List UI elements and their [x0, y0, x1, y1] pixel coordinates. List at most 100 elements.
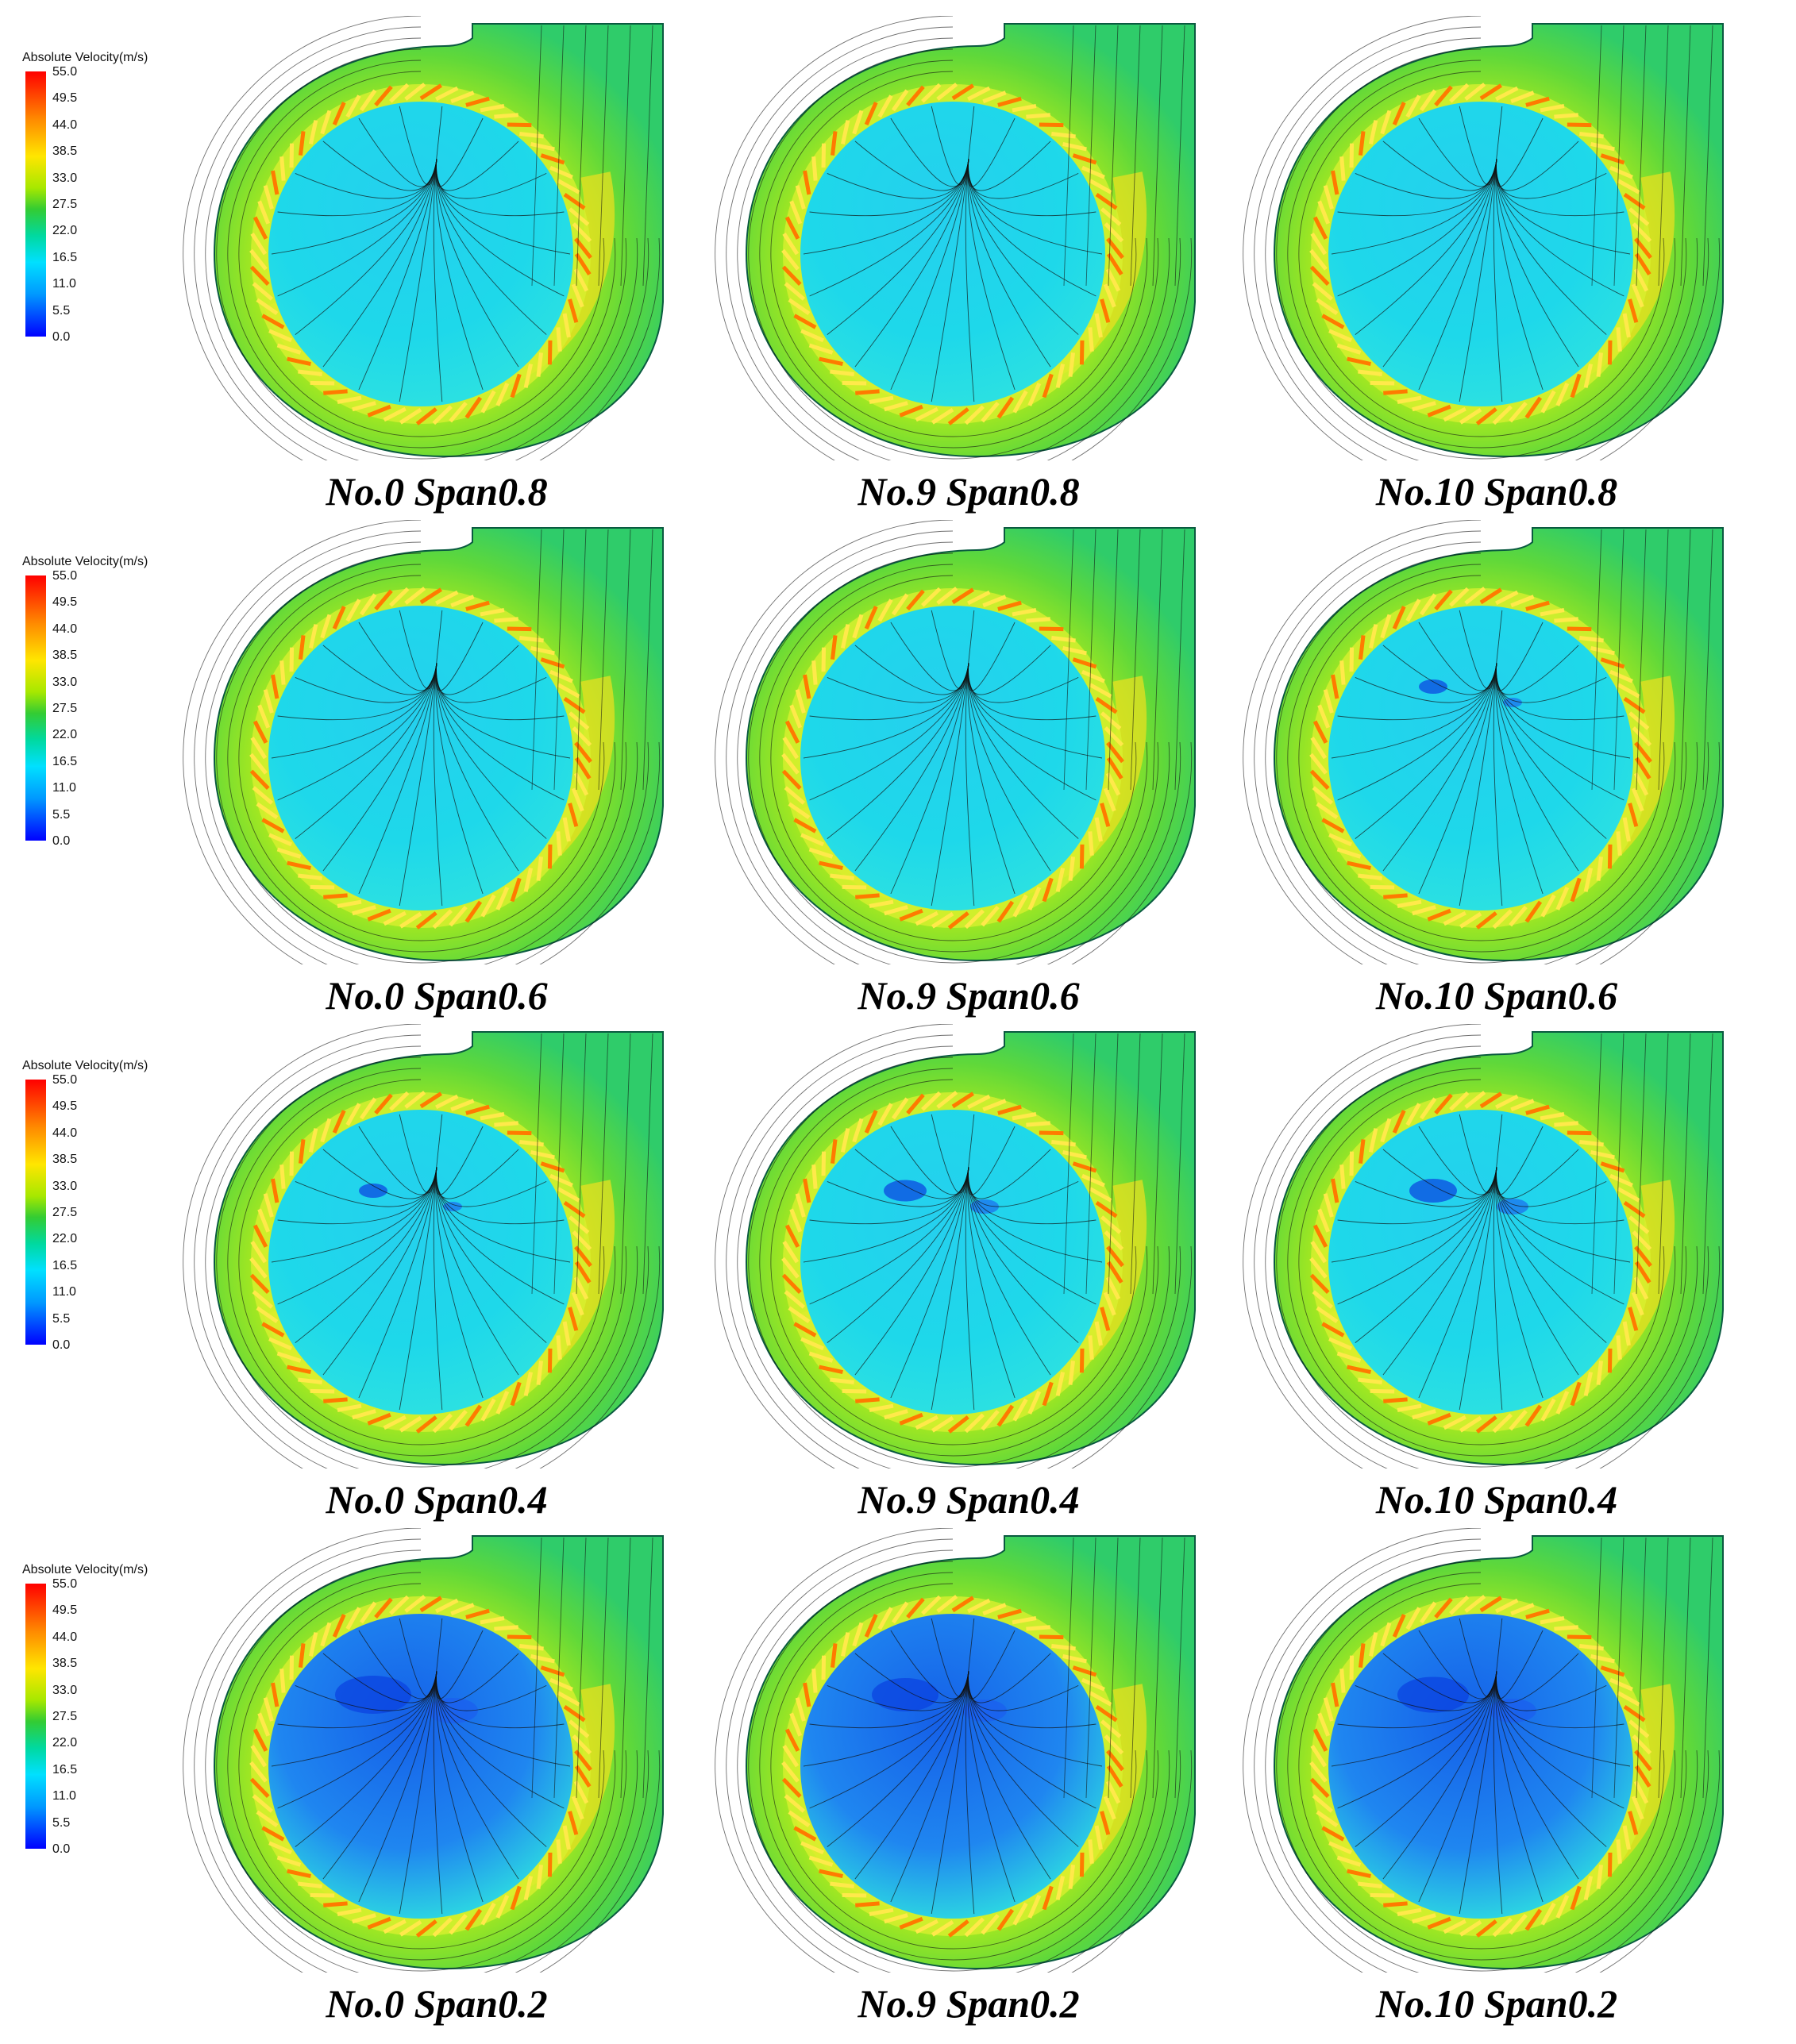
legend-tick-label: 38.5 [52, 1153, 78, 1167]
velocity-contour-panel: No.10 Span0.8 [1243, 16, 1751, 514]
legend-tick-label: 5.5 [52, 303, 71, 318]
legend-tick-label: 22.0 [52, 1736, 78, 1750]
contour-plot [1243, 520, 1724, 964]
legend-tick-label: 49.5 [52, 1099, 78, 1114]
velocity-contour-panel: No.9 Span0.4 [715, 1024, 1223, 1522]
contour-plot [715, 1528, 1196, 1973]
legend-tick-label: 33.0 [52, 171, 78, 185]
color-legend: Absolute Velocity(m/s) 55.0 49.5 44.0 38.5 33… [22, 1563, 197, 1880]
legend-tick-label: 44.0 [52, 1630, 78, 1644]
contour-plot [715, 16, 1196, 460]
impeller-inlet-region [268, 606, 573, 910]
legend-tick-label: 0.0 [52, 1338, 71, 1352]
legend-tick-label: 44.0 [52, 117, 78, 132]
legend-tick-label: 55.0 [52, 1577, 78, 1591]
legend-tick-label: 16.5 [52, 754, 78, 768]
legend-colorbar [25, 71, 46, 337]
velocity-contour-panel: No.0 Span0.6 [183, 520, 691, 1018]
panel-caption: No.10 Span0.2 [1375, 1981, 1618, 2026]
legend-tick-label: 27.5 [52, 702, 78, 715]
panel-caption: No.10 Span0.4 [1375, 1477, 1618, 1522]
panel-caption: No.0 Span0.8 [326, 469, 548, 514]
panel-caption: No.9 Span0.4 [858, 1477, 1080, 1522]
color-legend: Absolute Velocity(m/s) 55.0 49.5 44.0 38.5 33… [22, 1059, 197, 1376]
impeller-inlet-region [1328, 102, 1633, 406]
velocity-contour-panel: No.0 Span0.8 [183, 16, 691, 514]
legend-tick-label: 16.5 [52, 1762, 78, 1776]
legend-tick-label: 5.5 [52, 1815, 71, 1830]
contour-plot [183, 520, 664, 964]
legend-tick-label: 38.5 [52, 1657, 78, 1671]
span-row: Absolute Velocity(m/s) 55.0 49.5 44.0 38.5 33… [0, 1528, 1796, 2036]
legend-tick-label: 22.0 [52, 728, 78, 742]
legend-tick-label: 5.5 [52, 1311, 71, 1326]
legend-tick-label: 27.5 [52, 1206, 78, 1219]
panel-caption: No.10 Span0.6 [1375, 973, 1618, 1018]
legend-tick-label: 11.0 [52, 1789, 76, 1803]
legend-tick-label: 33.0 [52, 1179, 78, 1193]
color-legend: Absolute Velocity(m/s) 55.0 49.5 44.0 38.5 33… [22, 555, 197, 872]
legend-tick-label: 49.5 [52, 595, 78, 610]
legend-tick-label: 33.0 [52, 675, 78, 689]
panel-caption: No.0 Span0.4 [326, 1477, 548, 1522]
contour-plot [183, 1528, 664, 1973]
legend-tick-label: 49.5 [52, 1603, 78, 1618]
legend-title: Absolute Velocity(m/s) [22, 1059, 148, 1072]
panel-caption: No.9 Span0.8 [858, 469, 1080, 514]
impeller-inlet-region [800, 1110, 1105, 1415]
legend-colorbar [25, 1584, 46, 1849]
contour-plot [1243, 1528, 1724, 1973]
impeller-inlet-region [1328, 1110, 1633, 1415]
impeller-inlet-region [268, 1110, 573, 1415]
contour-plot [183, 1024, 664, 1469]
impeller-inlet-region [268, 102, 573, 406]
legend-tick-label: 22.0 [52, 224, 78, 238]
panel-caption: No.10 Span0.8 [1375, 469, 1618, 514]
legend-tick-label: 27.5 [52, 1710, 78, 1723]
velocity-contour-panel: No.10 Span0.4 [1243, 1024, 1751, 1522]
contour-plot [715, 1024, 1196, 1469]
panel-caption: No.0 Span0.2 [326, 1981, 548, 2026]
color-legend: Absolute Velocity(m/s) 55.0 49.5 44.0 38.5 33… [22, 51, 197, 368]
velocity-contour-panel: No.9 Span0.2 [715, 1528, 1223, 2026]
legend-tick-label: 44.0 [52, 1126, 78, 1140]
span-row: Absolute Velocity(m/s) 55.0 49.5 44.0 38.5 33… [0, 1024, 1796, 1532]
contour-plot [1243, 16, 1724, 460]
span-row: Absolute Velocity(m/s) 55.0 49.5 44.0 38.5 33… [0, 520, 1796, 1028]
legend-tick-label: 22.0 [52, 1232, 78, 1246]
span-row: Absolute Velocity(m/s) 55.0 49.5 44.0 38.5 33… [0, 16, 1796, 524]
panel-caption: No.9 Span0.2 [858, 1981, 1080, 2026]
legend-colorbar [25, 575, 46, 841]
velocity-contour-panel: No.9 Span0.6 [715, 520, 1223, 1018]
legend-tick-label: 16.5 [52, 250, 78, 264]
legend-tick-label: 0.0 [52, 834, 71, 848]
impeller-inlet-region [268, 1614, 573, 1919]
legend-tick-label: 27.5 [52, 198, 78, 211]
legend-tick-label: 55.0 [52, 65, 78, 79]
contour-plot [715, 520, 1196, 964]
velocity-contour-panel: No.0 Span0.2 [183, 1528, 691, 2026]
legend-title: Absolute Velocity(m/s) [22, 51, 148, 64]
legend-tick-label: 11.0 [52, 1285, 76, 1299]
legend-tick-label: 11.0 [52, 277, 76, 291]
legend-tick-label: 33.0 [52, 1683, 78, 1697]
legend-tick-label: 0.0 [52, 1842, 71, 1856]
impeller-inlet-region [1328, 606, 1633, 910]
panel-caption: No.0 Span0.6 [326, 973, 548, 1018]
velocity-contour-panel: No.9 Span0.8 [715, 16, 1223, 514]
legend-tick-label: 5.5 [52, 807, 71, 822]
impeller-inlet-region [800, 102, 1105, 406]
impeller-inlet-region [800, 1614, 1105, 1919]
legend-tick-label: 11.0 [52, 781, 76, 795]
velocity-contour-panel: No.10 Span0.6 [1243, 520, 1751, 1018]
legend-tick-label: 16.5 [52, 1258, 78, 1272]
legend-colorbar [25, 1080, 46, 1345]
contour-plot [183, 16, 664, 460]
impeller-inlet-region [800, 606, 1105, 910]
legend-title: Absolute Velocity(m/s) [22, 555, 148, 568]
legend-tick-label: 38.5 [52, 649, 78, 663]
legend-tick-label: 0.0 [52, 330, 71, 344]
legend-tick-label: 55.0 [52, 1073, 78, 1087]
legend-title: Absolute Velocity(m/s) [22, 1563, 148, 1576]
contour-plot [1243, 1024, 1724, 1469]
